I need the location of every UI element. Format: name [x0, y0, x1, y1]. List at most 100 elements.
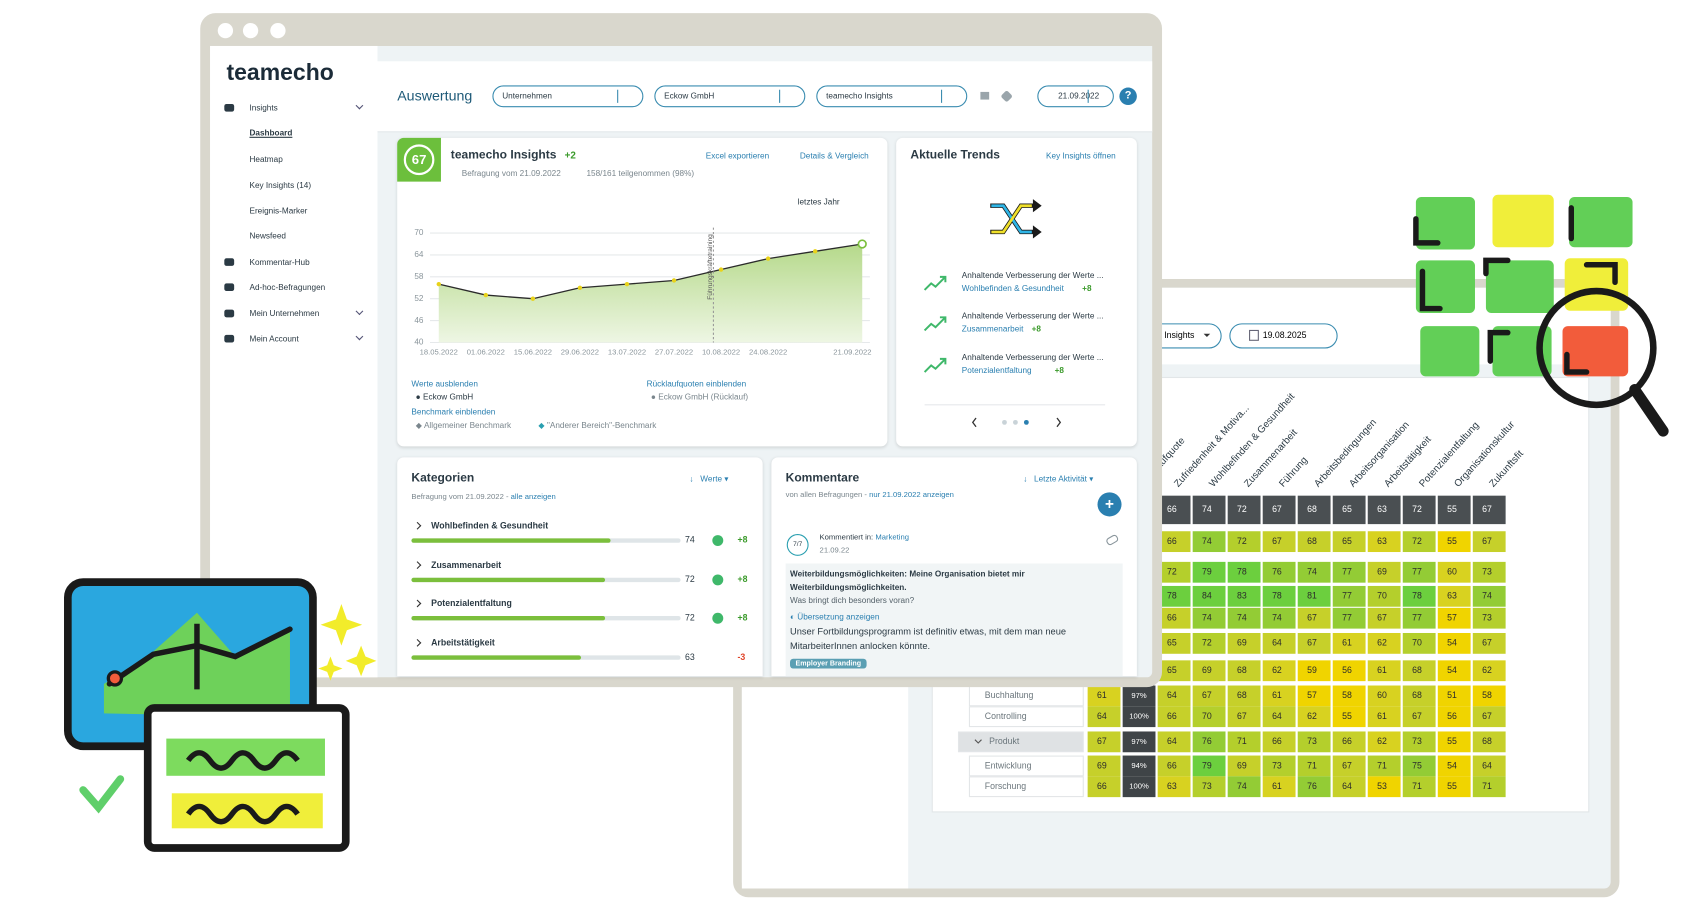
select[interactable]: Unternehmen — [492, 85, 644, 108]
cell-value: 63 — [1377, 536, 1387, 546]
category-name[interactable]: Arbeitstätigkeit — [431, 637, 495, 648]
export-link[interactable]: Excel exportieren — [705, 150, 770, 161]
cell-value: 71 — [1412, 781, 1422, 791]
toggle-link[interactable]: Benchmark einblenden — [411, 407, 496, 417]
translate-link[interactable]: Übersetzung anzeigen — [797, 611, 880, 622]
team-link[interactable]: Marketing — [875, 533, 909, 542]
heat-cell — [1262, 685, 1296, 707]
heat-cell — [1262, 607, 1296, 629]
cell-value: 56 — [1342, 665, 1352, 675]
cell-value: 77 — [1342, 567, 1352, 577]
cell-value: 74 — [1272, 613, 1282, 623]
cell-value: 62 — [1482, 665, 1492, 675]
period-select[interactable]: letztes Jahr — [797, 196, 840, 207]
heat-cell — [1262, 561, 1296, 583]
menu-icon — [224, 258, 235, 266]
comment-date: 21.09.22 — [819, 547, 850, 555]
home-icon[interactable] — [980, 91, 990, 100]
category-name[interactable]: Potenzialentfaltung — [431, 598, 512, 609]
heat-cell — [1332, 585, 1366, 607]
heat-cell — [1332, 531, 1366, 553]
menu-item[interactable]: Mein Account — [249, 333, 299, 344]
details-link[interactable]: Details & Vergleich — [799, 150, 869, 161]
card-title: Kategorien — [411, 471, 475, 485]
menu-item[interactable]: Key Insights (14) — [249, 180, 312, 191]
category-name[interactable]: Zusammenarbeit — [431, 560, 502, 571]
y-tick-label: 46 — [414, 316, 424, 325]
heat-cell — [1472, 706, 1506, 728]
point — [671, 278, 677, 283]
heat-cell — [1402, 776, 1436, 798]
cell-value: 54 — [1447, 760, 1457, 770]
cell-value: 77 — [1412, 567, 1422, 577]
cell-value: 72 — [1167, 567, 1177, 577]
row-label-box — [968, 776, 1084, 798]
heat-cell — [1402, 706, 1436, 728]
trends-icon — [991, 204, 1032, 234]
avatar: 7/7 — [786, 533, 809, 556]
toggle-link[interactable]: Rücklaufquoten einblenden — [646, 378, 747, 389]
cell-value: 74 — [1237, 613, 1247, 623]
comment-box — [785, 563, 1123, 677]
window-dot — [242, 22, 259, 39]
heat-cell — [1437, 706, 1471, 728]
heat-cell — [1192, 495, 1226, 525]
cell-value: 67 — [1307, 638, 1317, 648]
cell-value: 64 — [1342, 781, 1352, 791]
menu-item[interactable]: Dashboard — [249, 128, 293, 138]
menu-icon — [224, 334, 235, 343]
date-label: 19.08.2025 — [1263, 330, 1307, 340]
x-tick-label: 21.09.2022 — [833, 347, 871, 356]
cell-value: 67 — [1237, 711, 1247, 721]
cell-value: 79 — [1202, 760, 1212, 770]
point — [483, 292, 489, 298]
heat-cell — [1227, 755, 1261, 777]
cell-value: 67 — [1307, 613, 1317, 623]
heat-cell — [1087, 685, 1121, 707]
cell-value: 74 — [1307, 567, 1317, 577]
rate-cell — [1122, 776, 1156, 798]
survey-date: Befragung vom 21.09.2022 — [461, 168, 561, 179]
menu-item[interactable]: Newsfeed — [249, 230, 286, 241]
show-all-link[interactable]: alle anzeigen — [510, 493, 556, 502]
cell-value: 68 — [1237, 690, 1247, 700]
menu-item[interactable]: Ad-hoc-Befragungen — [249, 282, 326, 293]
menu-item[interactable]: Kommentar-Hub — [249, 257, 310, 267]
cell-value: 77 — [1412, 613, 1422, 623]
cell-value: 54 — [1447, 665, 1457, 675]
sort-select[interactable]: Letzte Aktivität — [1034, 473, 1087, 484]
heat-cell — [1332, 731, 1366, 753]
cell-value: 58 — [1342, 690, 1352, 700]
date-select[interactable]: 21.09.2022 — [1037, 85, 1114, 108]
cell-value: 73 — [1202, 781, 1212, 791]
rate-value: 100% — [1129, 782, 1149, 791]
filter-link[interactable]: nur 21.09.2022 anzeigen — [869, 491, 954, 499]
help-button[interactable]: ? — [1119, 87, 1137, 106]
cell-value: 68 — [1482, 736, 1492, 746]
heat-cell — [1332, 755, 1366, 777]
cell-value: 58 — [1482, 690, 1492, 700]
prompt: Was bringt dich besonders voran? — [790, 595, 915, 606]
menu-item[interactable]: Insights — [249, 102, 278, 113]
check-icon — [712, 535, 724, 547]
heat-cell — [1297, 731, 1331, 753]
cell-value: 77 — [1342, 613, 1352, 623]
legend-entry: Eckow GmbH — [423, 391, 474, 402]
select[interactable]: teamecho Insights — [816, 85, 968, 108]
key-insights-link[interactable]: Key Insights öffnen — [1046, 150, 1116, 161]
select[interactable]: Eckow GmbH — [654, 85, 806, 108]
menu-item[interactable]: Heatmap — [249, 154, 283, 165]
heat-cell — [1227, 607, 1261, 629]
logo: teamecho — [226, 60, 334, 86]
sort-select[interactable]: Werte — [700, 473, 723, 484]
add-button[interactable]: + — [1097, 492, 1122, 517]
cell-value: 67 — [1482, 711, 1492, 721]
menu-item[interactable]: Ereignis-Marker — [249, 205, 308, 216]
toggle-link[interactable]: Werte ausblenden — [411, 378, 478, 389]
category-name[interactable]: Wohlbefinden & Gesundheit — [431, 520, 549, 531]
cell-value: 70 — [1202, 711, 1212, 721]
heat-cell — [1472, 495, 1506, 525]
menu-item[interactable]: Mein Unternehmen — [249, 308, 320, 319]
cell-value: 78 — [1237, 567, 1247, 577]
heat-cell — [1297, 660, 1331, 682]
